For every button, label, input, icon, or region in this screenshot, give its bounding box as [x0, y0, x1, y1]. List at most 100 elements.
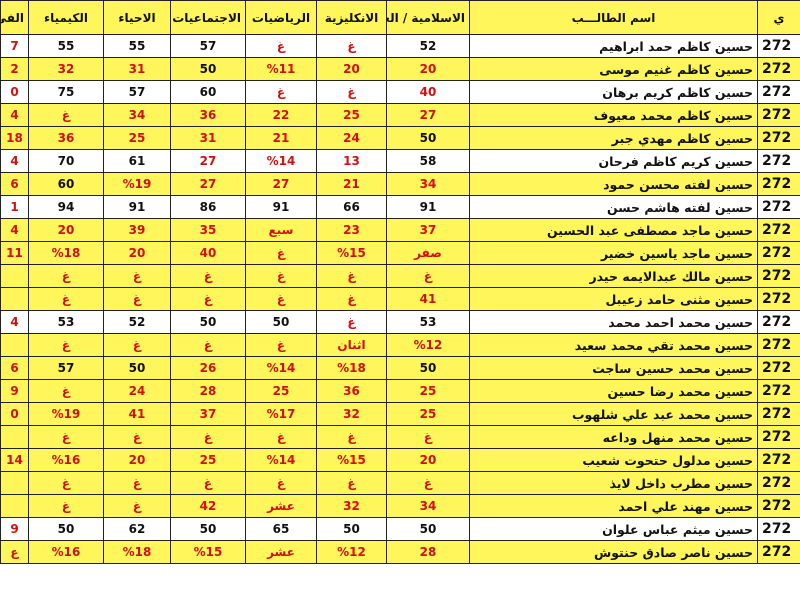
grade-cell: 58 [386, 149, 470, 173]
grade-cell: 91 [245, 195, 317, 219]
student-number: 272 [757, 241, 800, 265]
student-name: حسين محمد احمد محمد [469, 310, 758, 334]
grade-cell: 52 [103, 310, 171, 334]
grade-cell: غ [28, 425, 104, 449]
student-row: 272 حسين محمد عبد علي شلهوب 25 32 %17 37 41 %19… [0, 402, 800, 426]
student-row: 272 حسين محمد منهل وداعه غ غ غ غ غ غ [0, 425, 800, 449]
grade-cell: غ [103, 425, 171, 449]
grade-cell: غ [316, 80, 387, 104]
grade-cell: صفر [386, 241, 470, 265]
grade-cell: 20 [386, 448, 470, 472]
grade-cell: 75 [28, 80, 104, 104]
grade-cell: 25 [103, 126, 171, 150]
grade-cell [0, 333, 29, 357]
grade-cell: %15 [170, 540, 246, 564]
grade-cell: غ [316, 310, 387, 334]
grade-cell: غ [386, 425, 470, 449]
grade-cell: 0 [0, 80, 29, 104]
grade-cell: 20 [386, 57, 470, 81]
student-number: 272 [757, 379, 800, 403]
grade-cell: 65 [245, 517, 317, 541]
grade-cell: 31 [170, 126, 246, 150]
grade-cell: غ [28, 333, 104, 357]
student-row: 272 حسين كاظم مهدي جبر 50 24 21 31 25 36 18 [0, 126, 800, 150]
grade-cell: 25 [316, 103, 387, 127]
grade-cell: غ [28, 287, 104, 311]
grade-cell: غ [103, 264, 171, 288]
grade-cell: 7 [0, 34, 29, 58]
grade-cell: 60 [170, 80, 246, 104]
grade-cell: 36 [316, 379, 387, 403]
grade-cell: 50 [170, 310, 246, 334]
grade-cell: 2 [0, 57, 29, 81]
student-number: 272 [757, 287, 800, 311]
student-number: 272 [757, 356, 800, 380]
grade-cell: غ [28, 471, 104, 495]
student-name: حسين كاظم محمد معيوف [469, 103, 758, 127]
grade-cell: غ [170, 264, 246, 288]
grade-cell: 35 [170, 218, 246, 242]
grade-cell: 25 [245, 379, 317, 403]
grade-cell: غ [170, 471, 246, 495]
grade-cell: 40 [386, 80, 470, 104]
grade-cell: %19 [28, 402, 104, 426]
student-row: 272 حسين مطرب داخل لايذ غ غ غ غ غ غ [0, 471, 800, 495]
grade-cell: 40 [170, 241, 246, 265]
grade-cell: 25 [170, 448, 246, 472]
grade-cell: 94 [28, 195, 104, 219]
grade-cell: 23 [316, 218, 387, 242]
grade-cell: %14 [245, 149, 317, 173]
grade-cell: 6 [0, 172, 29, 196]
grade-cell: 86 [170, 195, 246, 219]
student-number: 272 [757, 103, 800, 127]
grade-cell: 32 [316, 494, 387, 518]
student-row: 272 حسين كريم كاظم فرحان 58 13 %14 27 61 70 4 [0, 149, 800, 173]
student-number: 272 [757, 149, 800, 173]
student-name: حسين مدلول حتحوت شعيب [469, 448, 758, 472]
grade-cell: 20 [103, 241, 171, 265]
student-number: 272 [757, 264, 800, 288]
grade-cell: %14 [245, 448, 317, 472]
student-row: 272 حسين كاظم غنيم موسى 20 20 %11 50 31 32 2 [0, 57, 800, 81]
grade-cell: 50 [170, 57, 246, 81]
grade-cell: غ [170, 425, 246, 449]
student-number: 272 [757, 172, 800, 196]
grade-cell: غ [316, 34, 387, 58]
grade-cell: 34 [386, 494, 470, 518]
grade-cell: غ [28, 379, 104, 403]
student-row: 272 حسين ماجد مصطفى عبد الحسين 37 23 سبع 35 39… [0, 218, 800, 242]
grade-cell: 27 [170, 149, 246, 173]
grade-cell: 41 [103, 402, 171, 426]
student-number: 272 [757, 448, 800, 472]
grade-cell: غ [28, 103, 104, 127]
grade-cell: 53 [386, 310, 470, 334]
grade-cell: 50 [316, 517, 387, 541]
grade-cell: 50 [386, 517, 470, 541]
grade-cell: 1 [0, 195, 29, 219]
grade-cell: 50 [103, 356, 171, 380]
grade-cell: 61 [103, 149, 171, 173]
grade-cell: 62 [103, 517, 171, 541]
student-row: 272 حسين ماجد ياسين خضير صفر %15 غ 40 20 %18 11 [0, 241, 800, 265]
grade-cell: 66 [316, 195, 387, 219]
grade-cell: 27 [245, 172, 317, 196]
grade-cell: غ [245, 34, 317, 58]
student-number: 272 [757, 402, 800, 426]
column-header: ي [757, 0, 800, 35]
student-row: 272 حسين محمد تقي محمد سعيد %12 اثنان غ غ غ غ [0, 333, 800, 357]
student-row: 272 حسين مدلول حتحوت شعيب 20 %15 %14 25 20 %16 1… [0, 448, 800, 472]
student-name: حسين محمد حسين ساجت [469, 356, 758, 380]
grade-cell: 21 [316, 172, 387, 196]
grade-cell: 34 [386, 172, 470, 196]
grade-cell: غ [245, 241, 317, 265]
grade-cell [0, 425, 29, 449]
grade-cell: 4 [0, 103, 29, 127]
column-header: الفي [0, 0, 29, 35]
grade-cell: %19 [103, 172, 171, 196]
grade-cell: غ [245, 264, 317, 288]
grade-cell [0, 264, 29, 288]
grade-cell: 22 [245, 103, 317, 127]
grade-cell: 42 [170, 494, 246, 518]
grade-cell: %16 [28, 448, 104, 472]
